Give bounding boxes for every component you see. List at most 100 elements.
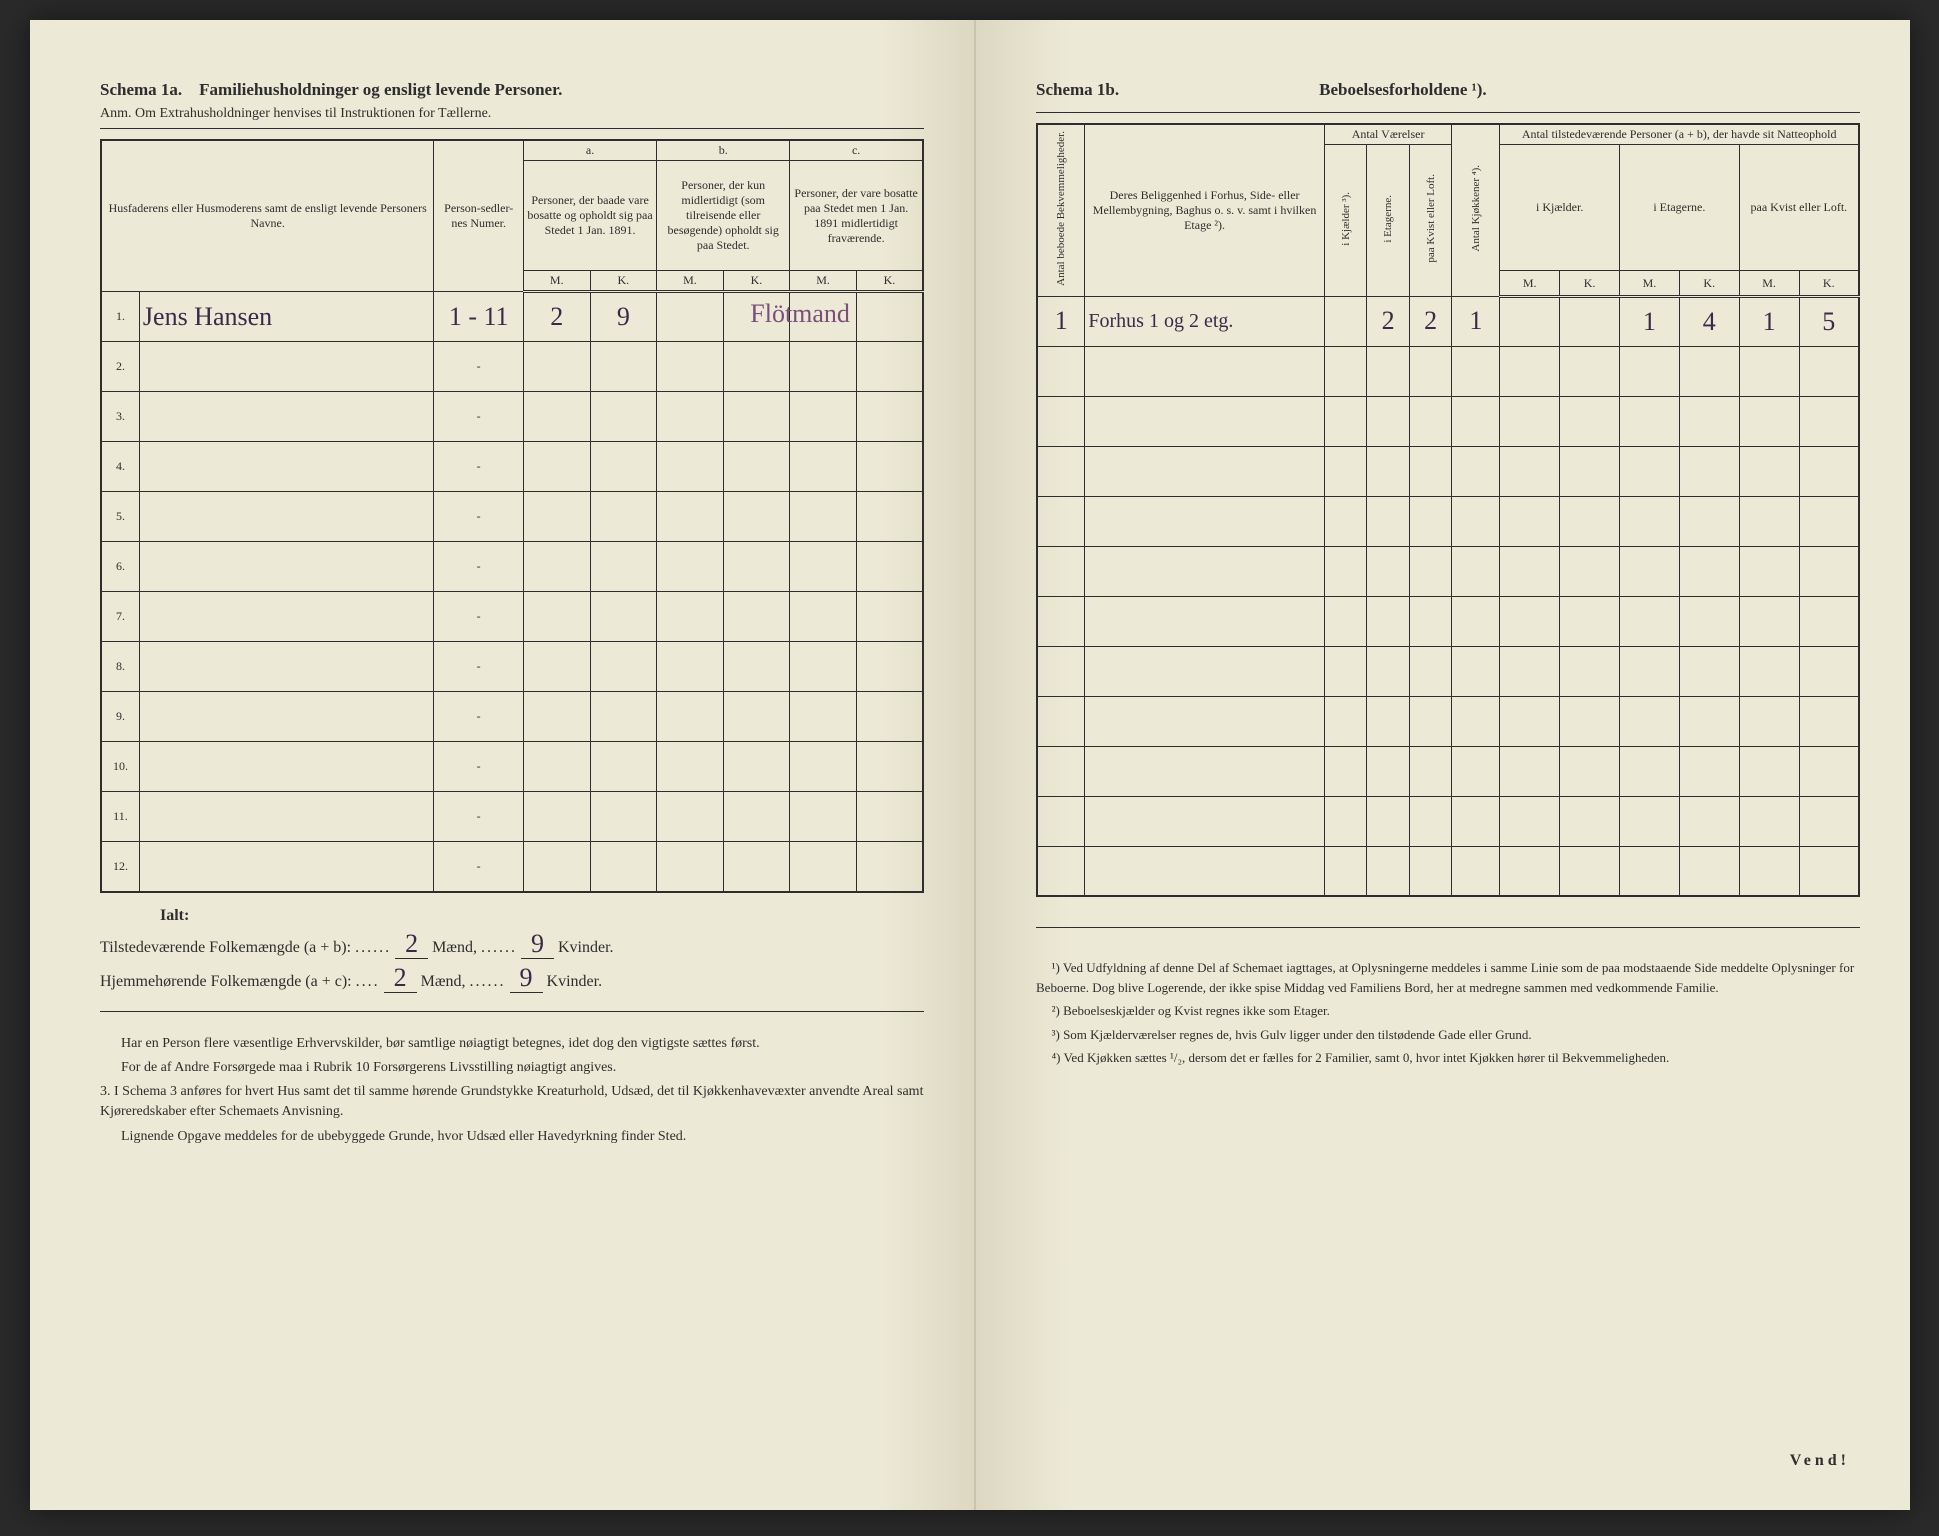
table-cell [1324,296,1367,346]
right-footnotes: ¹) Ved Udfyldning af denne Del af Schema… [1036,958,1860,1068]
table-cell [1367,646,1410,696]
table-cell [1799,846,1859,896]
table-cell [1679,446,1739,496]
table-row [1037,446,1859,496]
table-cell [1324,746,1367,796]
tot2-maend: Mænd, [421,973,466,990]
table-cell [1367,596,1410,646]
table-cell [1452,846,1500,896]
col-personsedler-header: Person-sedler-nes Numer. [434,140,524,292]
tot1-label: Tilstedeværende Folkemængde (a + b): [100,939,351,956]
table-cell [1085,746,1324,796]
table-cell [657,492,724,542]
grp-personer-header: Antal tilstedeværende Personer (a + b), … [1500,124,1859,145]
total-line-1: Tilstedeværende Folkemængde (a + b): ...… [100,929,924,959]
table-cell [1560,396,1620,446]
table-cell [590,692,657,742]
table-cell [1739,546,1799,596]
table-cell: 1 [1739,296,1799,346]
table-cell [1560,446,1620,496]
table-cell [790,692,857,742]
table-cell: 2 [1409,296,1452,346]
mk-header: M. [790,271,857,292]
table-cell [790,792,857,842]
table-cell [1500,346,1560,396]
table-cell [1799,646,1859,696]
table-cell [1560,746,1620,796]
mk-header: M. [523,271,590,292]
tot2-kvinder: Kvinder. [547,973,603,990]
table-cell [1367,396,1410,446]
col-c-header: Personer, der vare bosatte paa Stedet me… [790,161,923,271]
table-cell [1452,596,1500,646]
table-cell: 4 [1679,296,1739,346]
schema-1a-label: Schema 1a. [100,80,182,99]
table-cell [856,592,923,642]
mk-header: K. [1679,271,1739,297]
table-cell: 9. [101,692,139,742]
table-cell [1409,346,1452,396]
table-cell [856,542,923,592]
table-cell: - [434,342,524,392]
table-row: 2.- [101,342,923,392]
table-cell [1620,846,1680,896]
table-cell: - [434,792,524,842]
table-cell [1085,596,1324,646]
table-cell [1085,796,1324,846]
table-cell [856,842,923,892]
table-cell [139,642,433,692]
table-row: 4.- [101,442,923,492]
table-row: 9. - [101,692,923,742]
table-cell: - [434,642,524,692]
table-cell [1560,346,1620,396]
table-cell [139,742,433,792]
total-line-2: Hjemmehørende Folkemængde (a + c): .... … [100,963,924,993]
table-cell [1409,496,1452,546]
table-cell [1409,746,1452,796]
schema-1b-table: Antal beboede Bekvemmeligheder. Deres Be… [1036,123,1860,897]
table-cell [590,342,657,392]
note-3-text: I Schema 3 anføres for hvert Hus samt de… [100,1084,923,1119]
table-row [1037,846,1859,896]
right-header-rule [1036,112,1860,113]
table-cell [1799,596,1859,646]
table-cell [1679,846,1739,896]
tot2-label: Hjemmehørende Folkemængde (a + c): [100,973,352,990]
table-cell [1085,546,1324,596]
table-cell [1452,446,1500,496]
table-row: 8.- [101,642,923,692]
footnote-4: ⁴) Ved Kjøkken sættes ¹/₂, dersom det er… [1036,1048,1860,1068]
table-cell [790,442,857,492]
table-cell [790,592,857,642]
left-page: Schema 1a. Familiehusholdninger og ensli… [30,20,976,1510]
totals-block: Ialt: Tilstedeværende Folkemængde (a + b… [100,907,924,993]
table-cell [1324,696,1367,746]
schema-1a-title: Familiehusholdninger og ensligt levende … [199,80,562,99]
table-cell [657,342,724,392]
table-cell [1452,396,1500,446]
table-cell [1324,796,1367,846]
table-cell [1679,546,1739,596]
mk-header: K. [1560,271,1620,297]
table-cell [1037,346,1085,396]
table-cell [856,292,923,342]
right-header: Schema 1b. Beboelsesforholdene ¹). [1036,80,1860,106]
table-cell [590,742,657,792]
table-cell [1500,546,1560,596]
table-cell [723,592,790,642]
table-cell: 5. [101,492,139,542]
table-cell [657,542,724,592]
table-cell [1799,446,1859,496]
table-cell: - [434,692,524,742]
table-row: 11.- [101,792,923,842]
table-cell [590,392,657,442]
table-cell [590,492,657,542]
col-name-header: Husfaderens eller Husmoderens samt de en… [101,140,434,292]
table-row: 1Forhus 1 og 2 etg.2211415 [1037,296,1859,346]
table-cell [523,342,590,392]
table-cell [723,842,790,892]
table-cell [1037,646,1085,696]
table-cell [1037,396,1085,446]
table-cell [1037,446,1085,496]
table-row [1037,546,1859,596]
